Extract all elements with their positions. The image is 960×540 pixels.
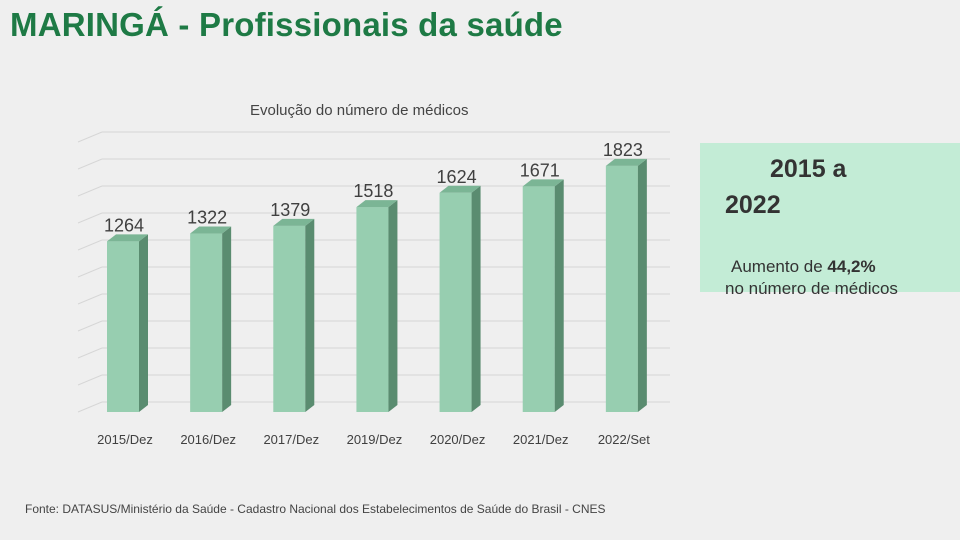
bar-top xyxy=(107,234,148,242)
bar-front xyxy=(605,165,638,412)
bar-top xyxy=(522,179,564,187)
bar-top xyxy=(190,226,232,234)
data-label: 1624 xyxy=(437,167,477,187)
bar-side xyxy=(305,218,315,412)
data-label: 1518 xyxy=(353,181,393,201)
bar-top xyxy=(605,158,647,166)
highlight-period-line2: 2022 xyxy=(725,191,781,219)
bar-side xyxy=(554,179,564,412)
gridline-side xyxy=(77,131,103,143)
bar-front xyxy=(522,186,555,412)
slide-title: MARINGÁ - Profissionais da saúde xyxy=(10,6,563,43)
x-tick-label: 2015/Dez xyxy=(97,432,153,447)
x-tick-label: 2019/Dez xyxy=(347,432,403,447)
gridline-side xyxy=(77,266,103,278)
highlight-desc-prefix: Aumento de xyxy=(731,257,823,276)
highlight-period-line1: 2015 a xyxy=(770,155,847,183)
bar-top xyxy=(356,200,398,208)
x-tick-label: 2020/Dez xyxy=(430,432,486,447)
data-label: 1379 xyxy=(270,200,310,220)
data-label: 1823 xyxy=(603,140,643,160)
highlight-box xyxy=(700,143,960,292)
data-label: 1322 xyxy=(187,208,227,228)
x-tick-label: 2022/Set xyxy=(598,432,650,447)
gridline-side xyxy=(77,293,103,305)
bar-top xyxy=(439,185,481,193)
bar-front xyxy=(273,225,306,412)
gridline-side xyxy=(77,158,103,170)
source-note: Fonte: DATASUS/Ministério da Saúde - Cad… xyxy=(25,502,606,516)
bar-front xyxy=(439,192,472,412)
highlight-desc-suffix: no número de médicos xyxy=(725,279,898,298)
chart-title: Evolução do número de médicos xyxy=(250,102,469,119)
highlight-description: Aumento de 44,2% no número de médicos xyxy=(725,256,935,300)
data-label: 1671 xyxy=(520,160,560,180)
gridline-side xyxy=(77,401,103,413)
gridline-side xyxy=(77,347,103,359)
gridline-side xyxy=(77,374,103,386)
gridline-side xyxy=(77,320,103,332)
gridline-side xyxy=(77,212,103,224)
bar-side xyxy=(471,185,481,412)
bars xyxy=(107,158,647,412)
bar-side xyxy=(139,234,148,412)
bar-front xyxy=(190,233,223,412)
bar-top xyxy=(273,218,315,226)
bar-side xyxy=(222,226,232,412)
data-label: 1264 xyxy=(104,215,144,235)
bar-front xyxy=(356,207,389,412)
gridline-side xyxy=(77,185,103,197)
highlight-percentage: 44,2% xyxy=(827,257,876,276)
bar-front xyxy=(107,241,139,412)
bar-side xyxy=(637,158,647,412)
x-tick-label: 2016/Dez xyxy=(180,432,236,447)
gridline-side xyxy=(77,239,103,251)
bar-side xyxy=(388,200,398,412)
bar-labels: 1264 1322 1379 1518 1624 1671 1823 xyxy=(104,140,643,235)
x-tick-labels: 2015/Dez 2016/Dez 2017/Dez 2019/Dez 2020/Dez… xyxy=(97,432,650,447)
x-tick-label: 2017/Dez xyxy=(263,432,319,447)
x-tick-label: 2021/Dez xyxy=(513,432,569,447)
